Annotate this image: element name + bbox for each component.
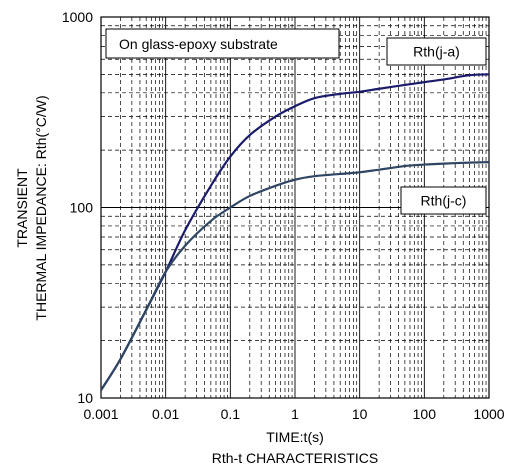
annotation-box: On glass-epoxy substrate <box>105 28 340 59</box>
y-axis-label-line1: TRANSIENT <box>14 168 30 248</box>
y-tick-label: 10 <box>77 390 93 406</box>
x-tick-label: 0.1 <box>221 406 241 422</box>
x-tick-label: 0.01 <box>152 406 179 422</box>
x-axis-label: TIME:t(s) <box>266 429 324 445</box>
series-line-rth-j-c <box>100 161 490 391</box>
plot-frame <box>100 16 490 399</box>
y-tick-label: 1000 <box>62 9 93 25</box>
chart-title: Rth-t CHARACTERISTICS <box>212 450 378 466</box>
series-label-rth-j-a: Rth(j-a) <box>413 44 460 60</box>
x-tick-label: 100 <box>413 406 437 422</box>
x-tick-label: 0.001 <box>83 406 118 422</box>
y-tick-label: 100 <box>70 200 94 216</box>
y-axis-label-line2: THERMAL IMPEDANCE: Rth(°C/W) <box>33 95 49 320</box>
x-tick-label: 1000 <box>473 406 504 422</box>
x-tick-labels: 0.001 0.01 0.1 1 10 100 1000 <box>83 406 504 422</box>
legend-label-rth-j-c: Rth(j-c) <box>400 186 487 215</box>
annotation-text: On glass-epoxy substrate <box>119 36 278 52</box>
series-label-rth-j-c: Rth(j-c) <box>421 193 467 209</box>
legend-label-rth-j-a: Rth(j-a) <box>386 37 487 66</box>
x-tick-label: 1 <box>291 406 299 422</box>
grid-lines <box>101 17 489 398</box>
y-tick-labels: 10 100 1000 <box>62 9 93 406</box>
x-tick-label: 10 <box>352 406 368 422</box>
series-lines <box>100 73 490 391</box>
